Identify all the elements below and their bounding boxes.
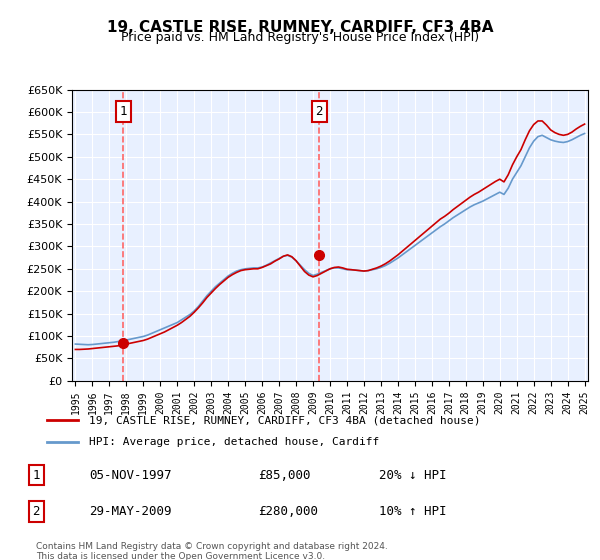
Text: 29-MAY-2009: 29-MAY-2009 xyxy=(89,505,172,518)
Text: 2: 2 xyxy=(32,505,40,518)
Text: 05-NOV-1997: 05-NOV-1997 xyxy=(89,469,172,482)
Text: HPI: Average price, detached house, Cardiff: HPI: Average price, detached house, Card… xyxy=(89,437,379,447)
Text: 10% ↑ HPI: 10% ↑ HPI xyxy=(379,505,446,518)
Text: £85,000: £85,000 xyxy=(258,469,310,482)
Text: 19, CASTLE RISE, RUMNEY, CARDIFF, CF3 4BA: 19, CASTLE RISE, RUMNEY, CARDIFF, CF3 4B… xyxy=(107,20,493,35)
Text: 19, CASTLE RISE, RUMNEY, CARDIFF, CF3 4BA (detached house): 19, CASTLE RISE, RUMNEY, CARDIFF, CF3 4B… xyxy=(89,415,481,425)
Text: 20% ↓ HPI: 20% ↓ HPI xyxy=(379,469,446,482)
Text: 1: 1 xyxy=(32,469,40,482)
Text: Contains HM Land Registry data © Crown copyright and database right 2024.
This d: Contains HM Land Registry data © Crown c… xyxy=(36,542,388,560)
Text: £280,000: £280,000 xyxy=(258,505,318,518)
Text: 2: 2 xyxy=(316,105,323,118)
Text: 1: 1 xyxy=(119,105,127,118)
Text: Price paid vs. HM Land Registry's House Price Index (HPI): Price paid vs. HM Land Registry's House … xyxy=(121,31,479,44)
